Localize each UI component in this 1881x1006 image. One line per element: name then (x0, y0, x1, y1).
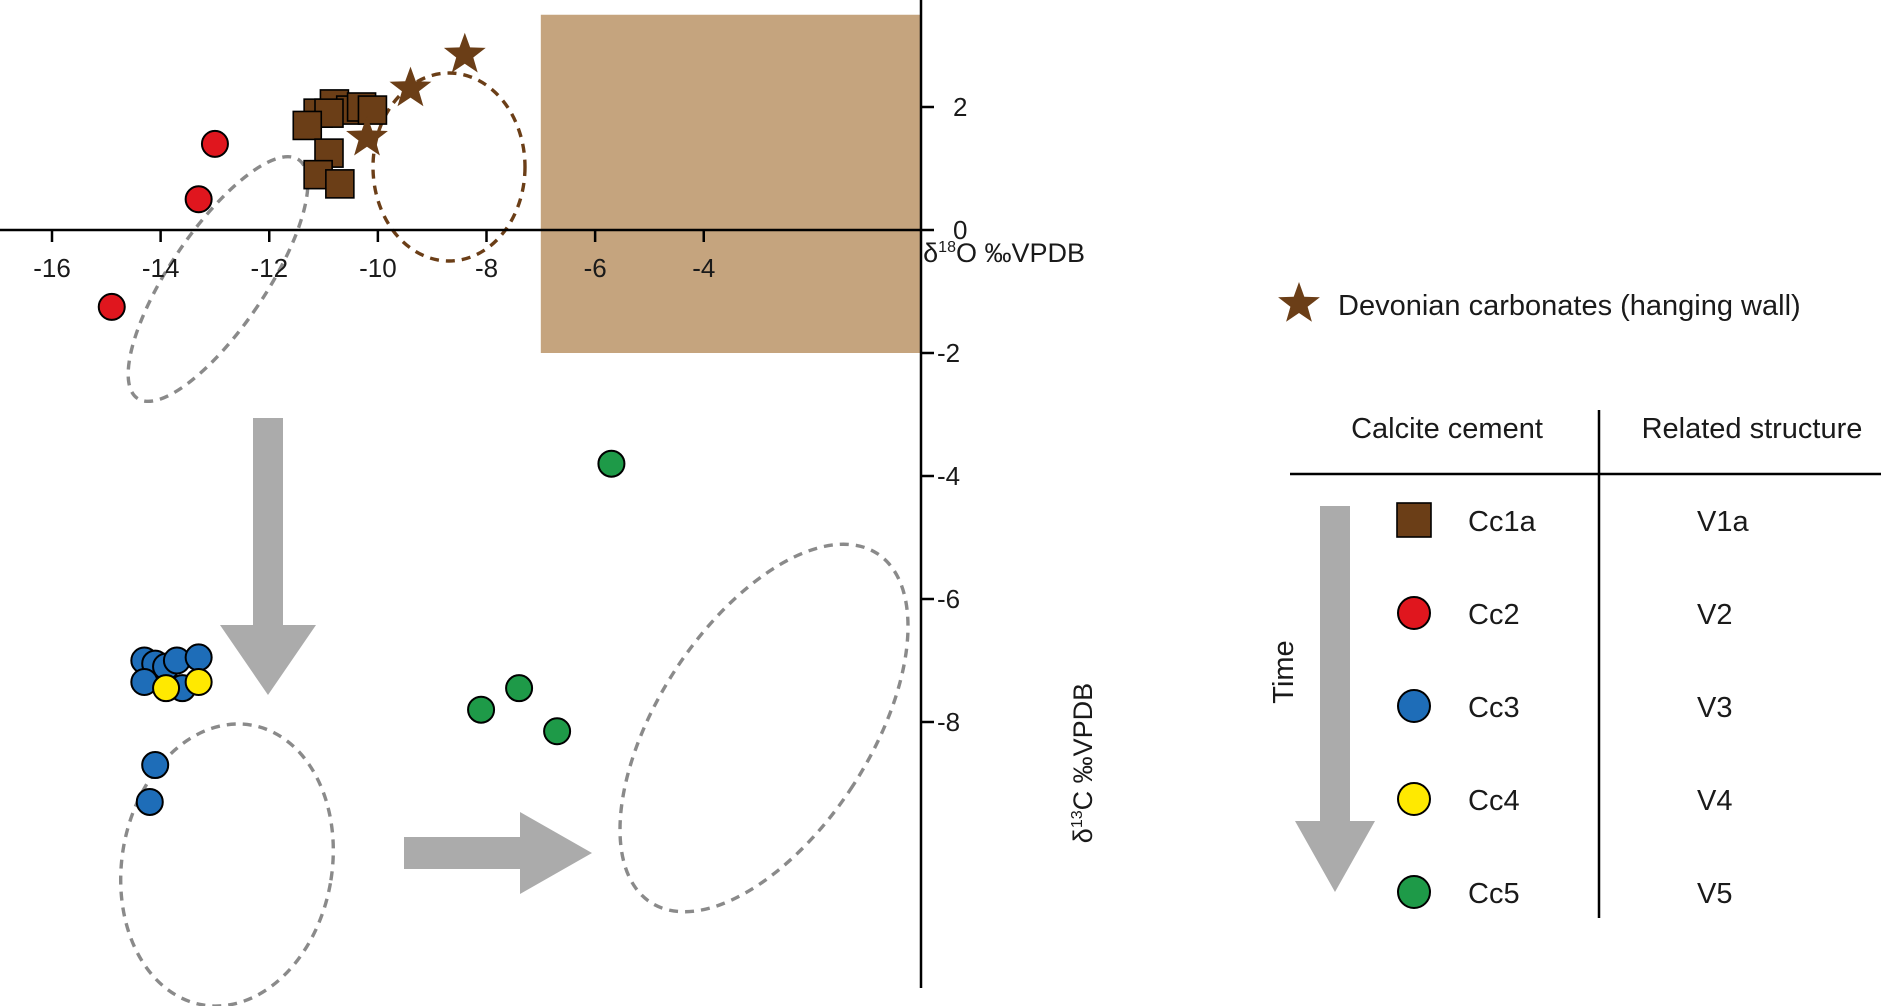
axes: -16 -14 -12 -10 -8 -6 -4 2 0 -2 -4 -6 -8 (0, 0, 967, 988)
cc2-point (97, 292, 126, 321)
cc4-point (152, 674, 181, 703)
x-tick-label: -6 (584, 253, 607, 283)
cc2-point (200, 129, 229, 158)
cc5-point (505, 674, 534, 703)
y-tick-label: 2 (953, 92, 967, 122)
legend-circle-icon (1397, 596, 1431, 630)
cc3-point (135, 787, 164, 816)
devonian-carbonates-hanging-wall-point (346, 115, 388, 156)
x-tick-label: -4 (692, 253, 715, 283)
right-arrow (404, 812, 592, 894)
cc5-point (597, 449, 626, 478)
cc4-point (184, 668, 213, 697)
cc1a-point (325, 169, 355, 199)
y-axis-ticks: 2 0 -2 -4 -6 -8 (921, 92, 967, 737)
time-arrow (1295, 506, 1375, 892)
table-header-cement: Calcite cement (1351, 413, 1543, 445)
cc1a-point (357, 95, 388, 125)
cc1a-point (292, 110, 323, 141)
cc5-ellipse (618, 542, 910, 914)
legend-row: Cc2 V2 (1397, 596, 1732, 631)
table-header-structure: Related structure (1642, 413, 1863, 445)
y-tick-label: 0 (953, 215, 967, 245)
cc1a-ellipse (371, 71, 527, 263)
devonian-carbonates-hanging-wall-point (443, 32, 486, 73)
legend-circle-icon (1397, 689, 1431, 723)
y-tick-label: -6 (937, 584, 960, 614)
cc2-ellipse (126, 154, 310, 404)
time-label: Time (1268, 640, 1300, 703)
legend-cement-label: Cc2 (1468, 599, 1520, 631)
legend-structure-label: V4 (1697, 785, 1732, 817)
legend-circle-icon (1397, 782, 1431, 816)
legend: Devonian carbonates (hanging wall) Calci… (1268, 282, 1881, 918)
legend-row: Cc3 V3 (1397, 689, 1732, 724)
legend-row: Cc5 V5 (1397, 875, 1732, 910)
y-tick-label: -4 (937, 461, 960, 491)
devonian-carbonates-hanging-wall-point (389, 66, 432, 107)
legend-cement-label: Cc1a (1468, 506, 1537, 538)
legend-square-icon (1396, 502, 1432, 538)
legend-cement-label: Cc3 (1468, 692, 1520, 724)
legend-star-icon (1278, 282, 1320, 322)
legend-cement-label: Cc4 (1468, 785, 1520, 817)
x-tick-label: -12 (250, 253, 288, 283)
legend-structure-label: V2 (1697, 599, 1732, 631)
legend-star-marker (1278, 282, 1320, 322)
x-tick-label: -8 (475, 253, 498, 283)
y-tick-label: -8 (937, 707, 960, 737)
cc2-point (184, 185, 213, 214)
cc3-point (141, 751, 170, 780)
data-points (97, 32, 626, 816)
x-axis-ticks: -16 -14 -12 -10 -8 -6 -4 (33, 230, 715, 283)
legend-row: Cc4 V4 (1397, 782, 1732, 817)
legend-row: Cc1a V1a (1396, 502, 1749, 538)
legend-star-label: Devonian carbonates (hanging wall) (1338, 290, 1801, 322)
legend-cement-label: Cc5 (1468, 878, 1520, 910)
group-ellipses (118, 71, 910, 1006)
legend-structure-label: V3 (1697, 692, 1732, 724)
cc3-cc4-ellipse (118, 722, 336, 1006)
y-tick-label: -2 (937, 338, 960, 368)
legend-circle-icon (1397, 875, 1431, 909)
legend-structure-label: V1a (1697, 506, 1749, 538)
cc5-point (543, 717, 572, 746)
cc3-point (184, 643, 213, 672)
legend-structure-label: V5 (1697, 878, 1732, 910)
cc5-point (467, 695, 496, 724)
y-axis-title: δ13C ‰VPDB (1068, 683, 1098, 843)
process-arrows (220, 418, 592, 894)
x-tick-label: -14 (142, 253, 180, 283)
down-arrow (220, 418, 316, 695)
devonian-field-rect (540, 14, 921, 353)
legend-rows: Cc1a V1a Cc2 V2 Cc3 V3 Cc4 V4 Cc5 V5 (1396, 502, 1749, 910)
x-tick-label: -10 (359, 253, 397, 283)
x-tick-label: -16 (33, 253, 71, 283)
x-axis-title: δ18O ‰VPDB (923, 238, 1085, 268)
